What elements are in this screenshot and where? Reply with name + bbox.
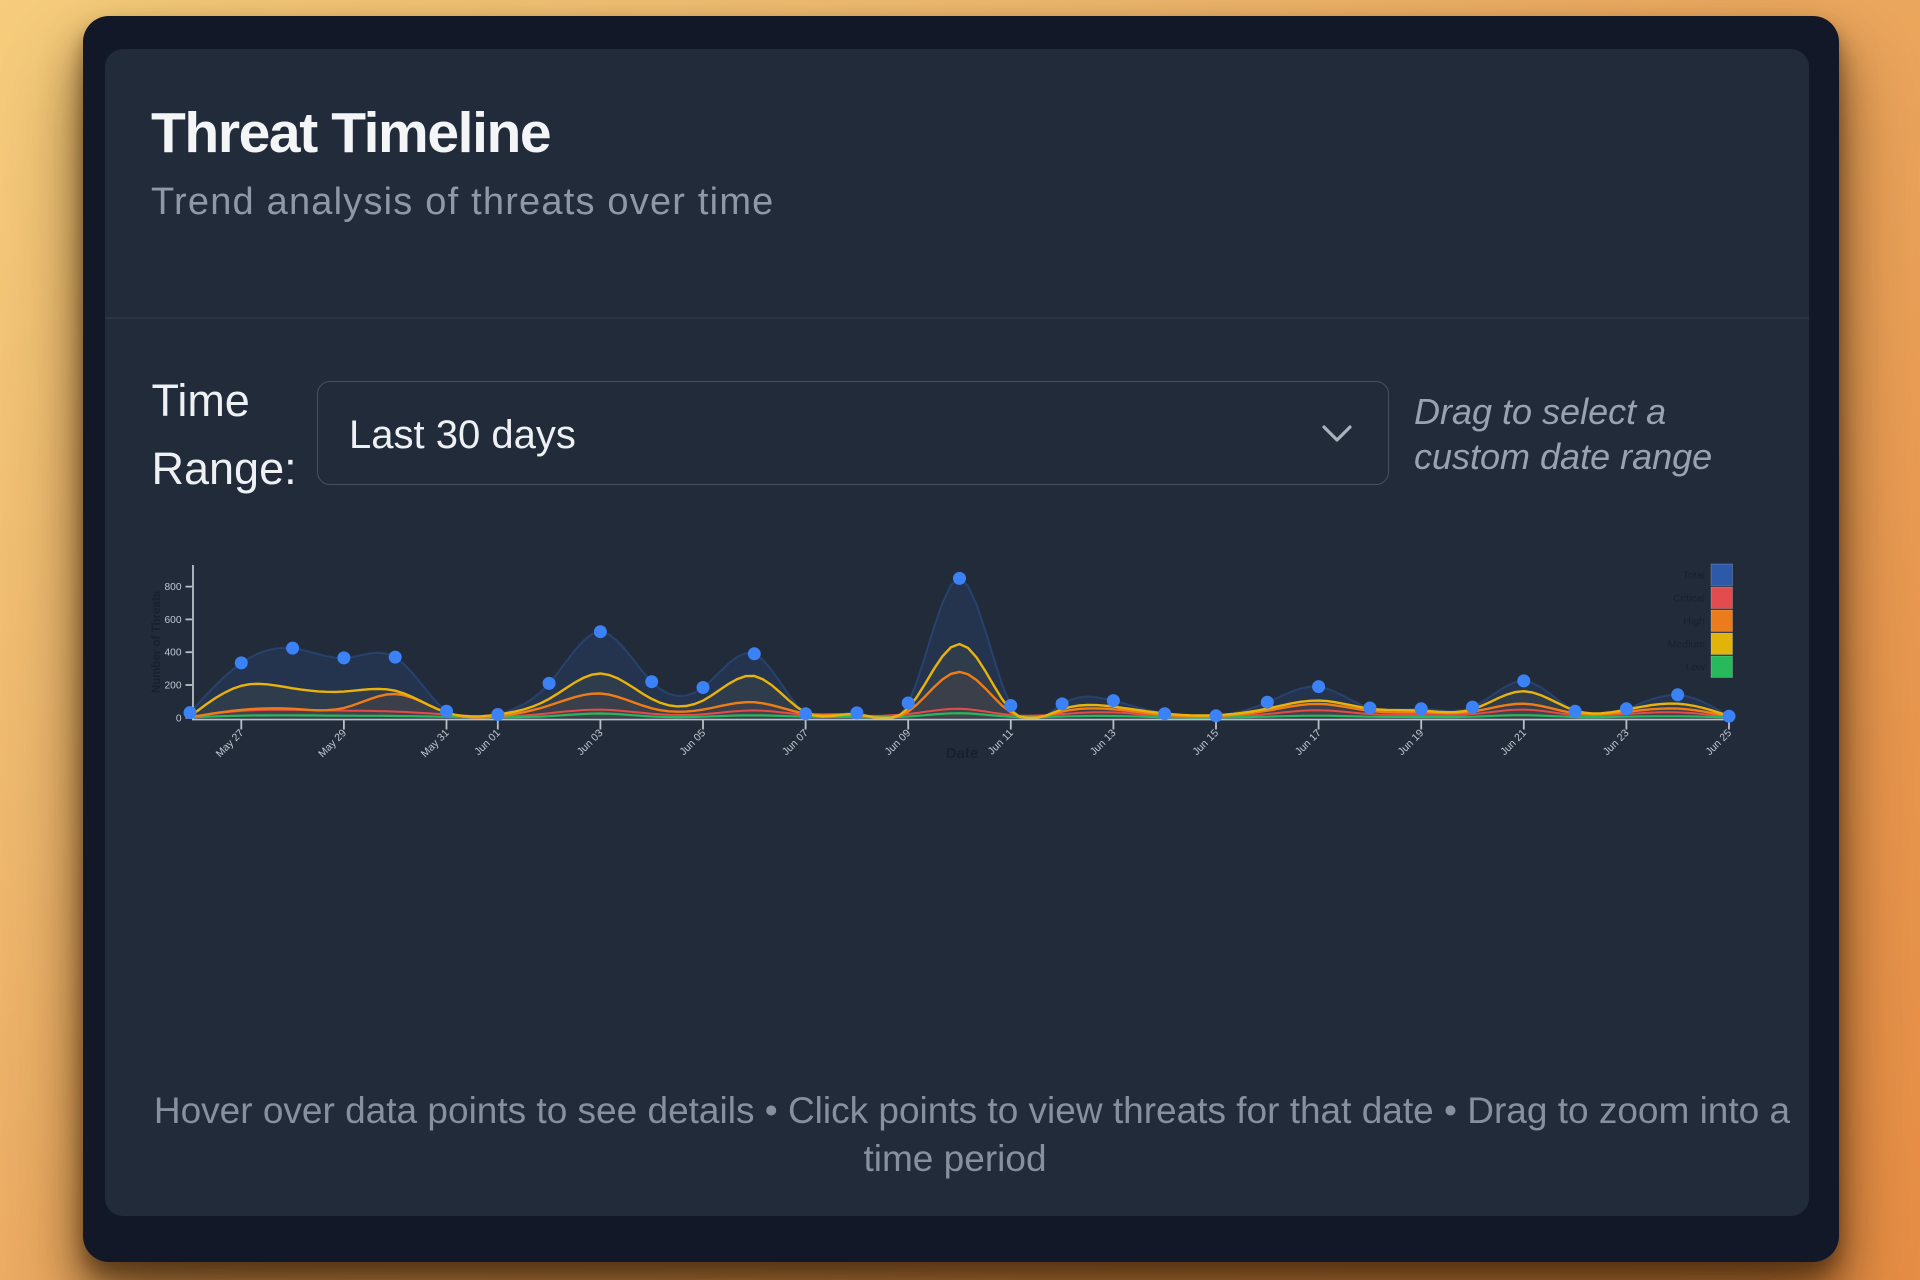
svg-text:Total: Total xyxy=(1683,570,1705,582)
svg-text:400: 400 xyxy=(165,648,182,659)
svg-text:Jun 05: Jun 05 xyxy=(677,727,708,758)
svg-text:600: 600 xyxy=(165,615,182,626)
svg-text:Jun 23: Jun 23 xyxy=(1601,727,1632,758)
svg-text:0: 0 xyxy=(176,713,182,724)
svg-text:May 31: May 31 xyxy=(419,727,452,760)
svg-text:200: 200 xyxy=(165,681,182,692)
svg-text:Jun 17: Jun 17 xyxy=(1293,727,1324,758)
svg-text:Jun 15: Jun 15 xyxy=(1190,727,1221,758)
svg-text:Date: Date xyxy=(946,745,979,762)
svg-text:Critical: Critical xyxy=(1673,593,1705,605)
svg-text:Medium: Medium xyxy=(1668,639,1706,651)
svg-text:Low: Low xyxy=(1686,662,1706,674)
svg-text:Jun 13: Jun 13 xyxy=(1088,727,1119,758)
svg-text:Jun 19: Jun 19 xyxy=(1396,727,1427,758)
svg-text:Number of Threats: Number of Threats xyxy=(151,591,163,693)
svg-text:Jun 03: Jun 03 xyxy=(575,727,606,758)
svg-text:800: 800 xyxy=(165,582,182,593)
svg-text:May 29: May 29 xyxy=(316,727,349,760)
svg-text:May 27: May 27 xyxy=(214,727,247,760)
svg-text:Jun 21: Jun 21 xyxy=(1498,727,1529,758)
svg-text:Jun 25: Jun 25 xyxy=(1703,727,1734,758)
svg-text:Jun 11: Jun 11 xyxy=(986,727,1016,757)
svg-text:Jun 01: Jun 01 xyxy=(472,727,503,758)
svg-text:High: High xyxy=(1683,616,1705,628)
svg-text:Jun 07: Jun 07 xyxy=(780,727,811,758)
svg-text:Jun 09: Jun 09 xyxy=(883,727,914,758)
